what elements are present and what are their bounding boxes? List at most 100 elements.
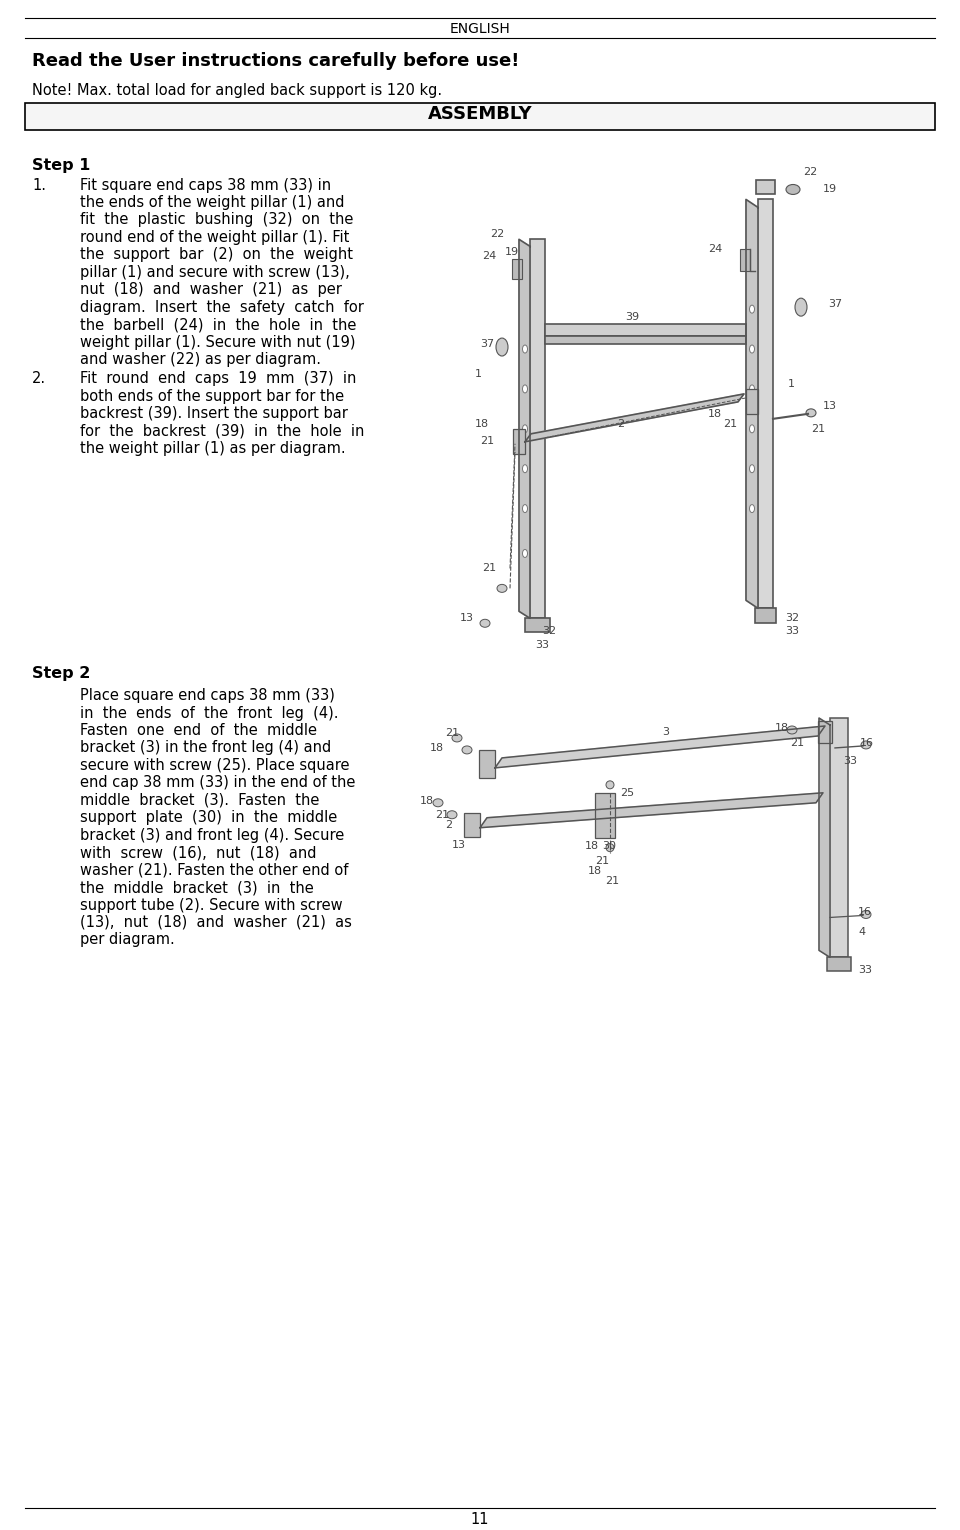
Ellipse shape bbox=[522, 549, 527, 557]
Text: ASSEMBLY: ASSEMBLY bbox=[428, 104, 532, 122]
Bar bbox=[818, 721, 832, 744]
Text: pillar (1) and secure with screw (13),: pillar (1) and secure with screw (13), bbox=[80, 265, 349, 280]
Text: 21: 21 bbox=[723, 419, 737, 428]
Ellipse shape bbox=[786, 185, 800, 194]
Text: in  the  ends  of  the  front  leg  (4).: in the ends of the front leg (4). bbox=[80, 705, 339, 721]
Ellipse shape bbox=[750, 465, 755, 473]
Text: 19: 19 bbox=[505, 248, 519, 257]
Text: 37: 37 bbox=[480, 340, 494, 349]
Ellipse shape bbox=[462, 747, 472, 754]
Text: 19: 19 bbox=[823, 185, 837, 194]
Text: ENGLISH: ENGLISH bbox=[449, 21, 511, 35]
Ellipse shape bbox=[522, 505, 527, 513]
Text: Step 1: Step 1 bbox=[32, 158, 90, 173]
Ellipse shape bbox=[606, 843, 614, 852]
Ellipse shape bbox=[750, 505, 755, 513]
Bar bbox=[746, 389, 758, 413]
Text: Fit square end caps 38 mm (33) in: Fit square end caps 38 mm (33) in bbox=[80, 177, 331, 193]
FancyBboxPatch shape bbox=[25, 103, 935, 130]
Text: 30: 30 bbox=[602, 840, 616, 851]
Bar bbox=[595, 793, 615, 838]
Bar bbox=[755, 609, 776, 623]
Ellipse shape bbox=[447, 811, 457, 819]
Text: secure with screw (25). Place square: secure with screw (25). Place square bbox=[80, 757, 349, 773]
Text: 39: 39 bbox=[625, 312, 639, 323]
Polygon shape bbox=[480, 793, 823, 828]
Ellipse shape bbox=[750, 304, 755, 314]
Bar bbox=[756, 179, 775, 194]
Text: 32: 32 bbox=[542, 626, 556, 636]
Text: nut  (18)  and  washer  (21)  as  per: nut (18) and washer (21) as per bbox=[80, 282, 342, 297]
Text: Note! Max. total load for angled back support is 120 kg.: Note! Max. total load for angled back su… bbox=[32, 83, 443, 98]
Text: bracket (3) in the front leg (4) and: bracket (3) in the front leg (4) and bbox=[80, 741, 331, 756]
Text: 33: 33 bbox=[858, 965, 872, 975]
Text: 13: 13 bbox=[823, 401, 837, 412]
Text: 24: 24 bbox=[482, 251, 496, 262]
Text: 18: 18 bbox=[585, 840, 599, 851]
Text: 11: 11 bbox=[470, 1512, 490, 1527]
Ellipse shape bbox=[861, 910, 871, 918]
Text: 18: 18 bbox=[420, 796, 434, 806]
Polygon shape bbox=[819, 718, 830, 958]
Text: the  middle  bracket  (3)  in  the: the middle bracket (3) in the bbox=[80, 880, 314, 895]
Text: 2.: 2. bbox=[32, 372, 46, 387]
Text: 21: 21 bbox=[445, 728, 459, 737]
Text: support tube (2). Secure with screw: support tube (2). Secure with screw bbox=[80, 898, 343, 912]
Bar bbox=[530, 239, 545, 618]
Bar bbox=[830, 718, 848, 958]
Text: (13),  nut  (18)  and  washer  (21)  as: (13), nut (18) and washer (21) as bbox=[80, 915, 352, 930]
Text: 4: 4 bbox=[858, 927, 865, 938]
Text: 21: 21 bbox=[790, 737, 804, 748]
Ellipse shape bbox=[522, 465, 527, 473]
Ellipse shape bbox=[480, 620, 490, 627]
Text: end cap 38 mm (33) in the end of the: end cap 38 mm (33) in the end of the bbox=[80, 776, 355, 791]
Text: Place square end caps 38 mm (33): Place square end caps 38 mm (33) bbox=[80, 688, 335, 704]
Bar bbox=[758, 199, 773, 609]
Ellipse shape bbox=[522, 346, 527, 353]
Bar bbox=[525, 618, 550, 632]
Ellipse shape bbox=[787, 727, 797, 734]
Text: 33: 33 bbox=[843, 756, 857, 767]
Text: with  screw  (16),  nut  (18)  and: with screw (16), nut (18) and bbox=[80, 845, 317, 860]
Polygon shape bbox=[525, 393, 744, 442]
Text: and washer (22) as per diagram.: and washer (22) as per diagram. bbox=[80, 352, 321, 367]
Ellipse shape bbox=[861, 741, 871, 748]
Text: 13: 13 bbox=[460, 614, 474, 623]
Ellipse shape bbox=[496, 338, 508, 356]
Text: 25: 25 bbox=[620, 788, 635, 797]
Text: Read the User instructions carefully before use!: Read the User instructions carefully bef… bbox=[32, 52, 519, 70]
Text: washer (21). Fasten the other end of: washer (21). Fasten the other end of bbox=[80, 863, 348, 878]
Bar bbox=[740, 249, 750, 271]
Ellipse shape bbox=[522, 425, 527, 433]
Polygon shape bbox=[495, 727, 825, 768]
Ellipse shape bbox=[433, 799, 443, 806]
Text: 18: 18 bbox=[708, 409, 722, 419]
Text: for  the  backrest  (39)  in  the  hole  in: for the backrest (39) in the hole in bbox=[80, 424, 365, 439]
Text: Fasten  one  end  of  the  middle: Fasten one end of the middle bbox=[80, 724, 317, 737]
Text: fit  the  plastic  bushing  (32)  on  the: fit the plastic bushing (32) on the bbox=[80, 213, 353, 228]
Text: 1: 1 bbox=[788, 379, 795, 389]
Text: middle  bracket  (3).  Fasten  the: middle bracket (3). Fasten the bbox=[80, 793, 320, 808]
Text: 18: 18 bbox=[588, 866, 602, 875]
Text: 2: 2 bbox=[445, 820, 452, 829]
Text: 3: 3 bbox=[662, 727, 669, 737]
Bar bbox=[827, 958, 851, 972]
Text: diagram.  Insert  the  safety  catch  for: diagram. Insert the safety catch for bbox=[80, 300, 364, 315]
Bar bbox=[512, 259, 522, 280]
Text: 22: 22 bbox=[490, 230, 504, 239]
Polygon shape bbox=[519, 239, 530, 618]
Ellipse shape bbox=[750, 425, 755, 433]
Text: 16: 16 bbox=[860, 737, 874, 748]
Text: 1.: 1. bbox=[32, 177, 46, 193]
Text: Step 2: Step 2 bbox=[32, 666, 90, 681]
Bar bbox=[545, 337, 746, 344]
Text: Fit  round  end  caps  19  mm  (37)  in: Fit round end caps 19 mm (37) in bbox=[80, 372, 356, 387]
Text: 21: 21 bbox=[811, 424, 826, 435]
Text: the  support  bar  (2)  on  the  weight: the support bar (2) on the weight bbox=[80, 248, 353, 262]
Text: round end of the weight pillar (1). Fit: round end of the weight pillar (1). Fit bbox=[80, 230, 349, 245]
Text: 2: 2 bbox=[617, 419, 625, 428]
Text: 18: 18 bbox=[430, 744, 444, 753]
Ellipse shape bbox=[750, 386, 755, 393]
Ellipse shape bbox=[522, 386, 527, 393]
Polygon shape bbox=[746, 199, 758, 609]
